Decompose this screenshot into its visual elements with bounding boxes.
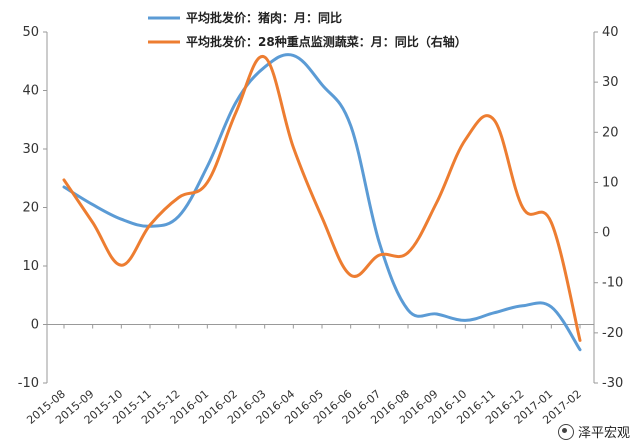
x-axis-ticks: 2015-082015-092015-102015-112015-122016-…	[24, 324, 584, 427]
wechat-icon	[557, 423, 574, 440]
right-tick-label: 10	[602, 175, 619, 190]
right-tick-label: 30	[602, 75, 619, 90]
left-axis-ticks: -10 0 10 20 30 40 50	[18, 25, 47, 391]
left-tick-label: -10	[18, 376, 39, 391]
right-tick-label: -30	[602, 376, 623, 391]
right-tick-label: -10	[602, 276, 623, 291]
series-line-vegetables	[62, 55, 582, 342]
series-lines	[62, 53, 582, 352]
watermark-text: 泽平宏观	[577, 426, 630, 441]
left-tick-label: 40	[22, 84, 39, 99]
right-axis-ticks: -30 -20 -10 0 10 20 30 40	[594, 25, 623, 391]
right-tick-label: 0	[602, 226, 610, 241]
left-tick-label: 10	[22, 259, 39, 274]
left-tick-label: 50	[22, 25, 39, 40]
right-tick-label: 20	[602, 125, 619, 140]
watermark: 泽平宏观	[557, 422, 630, 441]
series-line-pork	[62, 53, 582, 352]
legend-label-pork: 平均批发价：猪肉：月：同比	[186, 10, 342, 25]
legend: 平均批发价：猪肉：月：同比 平均批发价：28种重点监测蔬菜：月：同比（右轴）	[148, 10, 467, 49]
left-tick-label: 20	[22, 201, 39, 216]
right-tick-label: -20	[602, 326, 623, 341]
right-tick-label: 40	[602, 25, 619, 40]
left-tick-label: 30	[22, 142, 39, 157]
left-tick-label: 0	[31, 318, 39, 333]
legend-label-vegetables: 平均批发价：28种重点监测蔬菜：月：同比（右轴）	[186, 34, 467, 49]
